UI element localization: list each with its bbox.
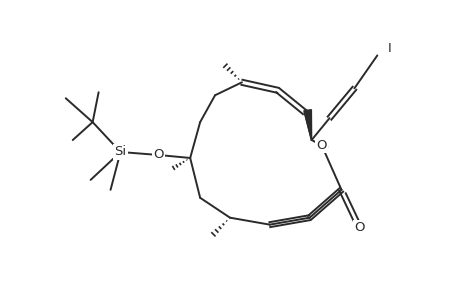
Polygon shape [303, 110, 311, 140]
Text: O: O [353, 221, 364, 234]
Text: I: I [386, 42, 390, 55]
Text: O: O [153, 148, 163, 161]
Text: Si: Si [114, 146, 126, 158]
Text: O: O [316, 139, 326, 152]
